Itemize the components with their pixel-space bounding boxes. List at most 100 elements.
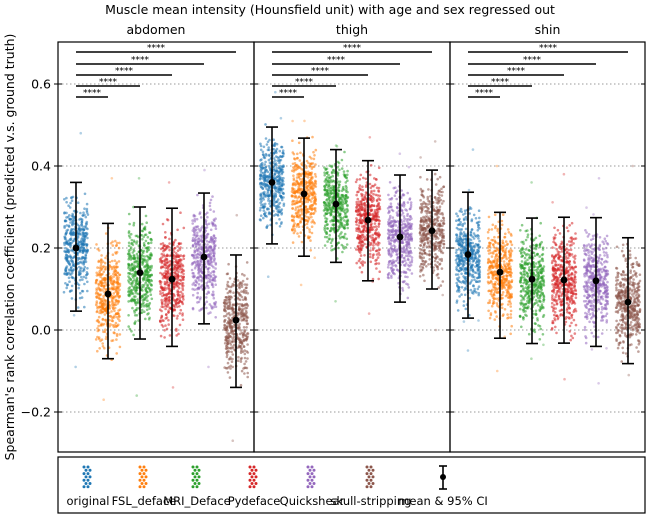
data-point <box>361 240 364 244</box>
data-point <box>80 219 84 222</box>
data-point <box>343 150 346 154</box>
data-point <box>236 327 240 330</box>
data-point <box>85 222 88 226</box>
data-point <box>118 319 121 323</box>
data-point <box>406 267 410 271</box>
data-point <box>291 207 294 210</box>
data-point <box>213 279 217 283</box>
data-point <box>146 299 149 303</box>
data-point <box>405 244 408 248</box>
data-point <box>114 295 118 298</box>
data-point <box>175 283 178 286</box>
data-point <box>228 339 231 342</box>
data-point <box>332 185 336 189</box>
data-point <box>434 253 437 256</box>
data-point <box>274 213 278 216</box>
data-point <box>127 212 131 216</box>
data-point <box>275 175 279 178</box>
data-point <box>244 309 248 313</box>
data-point <box>266 184 269 187</box>
data-point <box>355 200 359 204</box>
data-point <box>210 264 214 268</box>
data-point <box>306 192 310 196</box>
data-point <box>275 221 278 225</box>
data-point <box>71 256 75 260</box>
data-point <box>410 236 413 239</box>
data-point <box>386 266 390 269</box>
data-point <box>78 241 81 244</box>
data-point <box>403 231 406 235</box>
data-point <box>354 220 358 224</box>
data-point <box>198 309 201 312</box>
data-point <box>163 286 167 290</box>
data-point <box>101 289 104 292</box>
data-point <box>195 296 199 300</box>
data-point <box>402 263 406 267</box>
data-point <box>104 278 108 281</box>
data-point <box>236 279 240 282</box>
data-point <box>228 277 232 280</box>
data-point <box>199 275 203 278</box>
data-point <box>243 372 246 375</box>
data-point <box>231 312 234 316</box>
data-point <box>200 236 204 240</box>
data-point <box>308 180 311 183</box>
data-point <box>206 215 209 219</box>
data-point <box>228 335 232 338</box>
data-point <box>357 209 361 213</box>
data-point <box>97 273 101 277</box>
data-point <box>112 285 116 289</box>
data-point <box>197 275 200 279</box>
data-point <box>280 221 283 224</box>
data-point <box>266 175 269 178</box>
data-point <box>227 357 231 361</box>
data-point <box>236 336 240 339</box>
data-point <box>101 265 105 269</box>
data-point <box>304 171 308 175</box>
data-point <box>387 240 391 243</box>
data-point <box>191 236 195 240</box>
data-point <box>263 182 266 185</box>
data-point <box>212 252 216 256</box>
data-point <box>280 171 284 174</box>
data-point <box>363 224 366 227</box>
data-point <box>297 195 301 199</box>
data-point <box>144 317 147 321</box>
data-point <box>96 335 99 339</box>
data-point <box>210 307 214 310</box>
data-point <box>304 200 308 204</box>
data-point <box>228 290 231 293</box>
data-point <box>300 163 304 167</box>
data-point <box>376 202 380 206</box>
data-point <box>175 299 178 302</box>
data-point <box>261 186 264 190</box>
data-point <box>281 151 285 155</box>
data-point <box>168 248 171 252</box>
data-point <box>406 257 410 261</box>
data-point <box>99 323 103 327</box>
data-point <box>394 220 398 224</box>
data-point <box>239 357 243 361</box>
data-point <box>144 239 148 243</box>
data-point <box>118 308 122 312</box>
data-point <box>336 172 340 176</box>
data-point <box>85 209 89 213</box>
data-point <box>65 200 68 204</box>
data-point <box>374 259 377 262</box>
data-point <box>325 212 329 216</box>
data-point <box>337 206 341 209</box>
data-point <box>239 360 243 363</box>
data-point <box>63 235 66 239</box>
data-point <box>343 227 346 230</box>
data-point <box>204 246 208 250</box>
data-point <box>418 251 422 254</box>
data-point <box>164 245 168 249</box>
data-point <box>355 206 358 209</box>
data-point <box>265 143 269 146</box>
data-point <box>141 229 144 233</box>
data-point <box>323 244 327 247</box>
data-point <box>72 314 76 317</box>
data-point <box>223 301 227 304</box>
data-point <box>264 160 267 164</box>
data-point <box>162 288 166 292</box>
